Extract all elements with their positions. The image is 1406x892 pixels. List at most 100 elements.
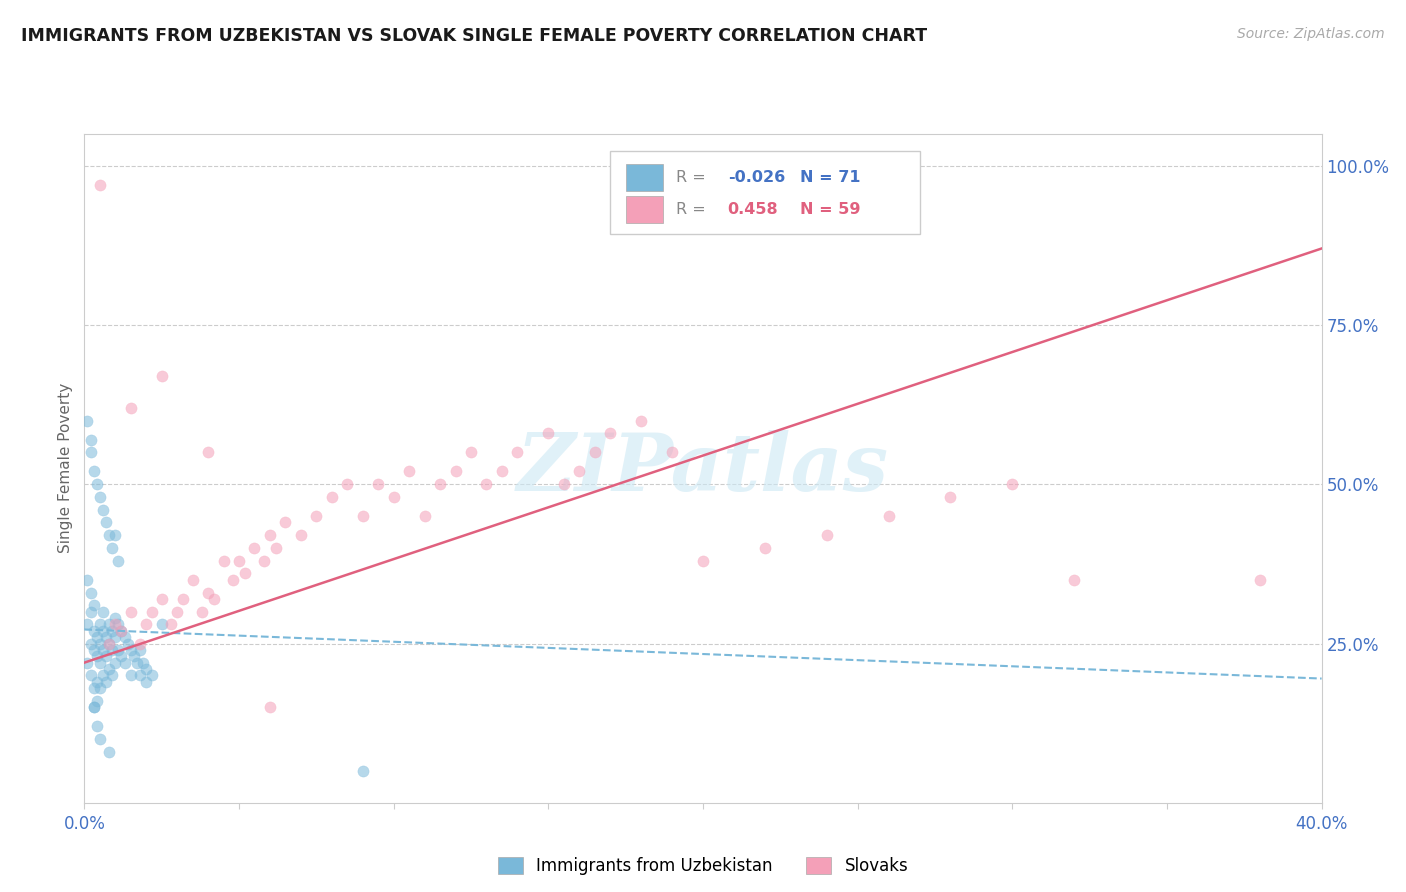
Point	[98, 745, 121, 759]
Point	[228, 554, 250, 568]
Point	[89, 636, 111, 650]
Point	[197, 445, 219, 459]
Point	[83, 465, 105, 479]
Point	[76, 413, 98, 427]
Point	[1063, 573, 1085, 587]
Point	[135, 662, 157, 676]
Text: N = 71: N = 71	[800, 169, 860, 185]
Point	[98, 528, 121, 542]
Point	[181, 573, 204, 587]
Point	[79, 585, 101, 599]
Point	[553, 477, 575, 491]
Point	[141, 605, 163, 619]
Point	[86, 630, 108, 644]
Point	[94, 649, 117, 664]
Point	[352, 509, 374, 524]
Point	[83, 599, 105, 613]
Point	[76, 617, 98, 632]
Text: IMMIGRANTS FROM UZBEKISTAN VS SLOVAK SINGLE FEMALE POVERTY CORRELATION CHART: IMMIGRANTS FROM UZBEKISTAN VS SLOVAK SIN…	[21, 27, 927, 45]
Point	[141, 668, 163, 682]
Point	[76, 573, 98, 587]
Point	[352, 764, 374, 778]
Point	[150, 617, 173, 632]
Point	[367, 477, 389, 491]
Point	[259, 528, 281, 542]
Point	[94, 516, 117, 530]
Point	[89, 617, 111, 632]
Point	[117, 636, 139, 650]
Point	[877, 509, 900, 524]
Point	[305, 509, 328, 524]
FancyBboxPatch shape	[626, 196, 664, 223]
Point	[83, 700, 105, 714]
Point	[264, 541, 287, 555]
Point	[132, 656, 155, 670]
Point	[91, 624, 114, 638]
Point	[114, 656, 136, 670]
Point	[101, 643, 124, 657]
Point	[101, 668, 124, 682]
Point	[94, 630, 117, 644]
Point	[120, 605, 142, 619]
Point	[83, 700, 105, 714]
Point	[259, 700, 281, 714]
Point	[76, 656, 98, 670]
Point	[150, 368, 173, 383]
Text: R =: R =	[676, 202, 710, 217]
Point	[475, 477, 498, 491]
Point	[83, 643, 105, 657]
Point	[104, 630, 127, 644]
Point	[754, 541, 776, 555]
Point	[79, 636, 101, 650]
Point	[122, 649, 145, 664]
Point	[89, 490, 111, 504]
Point	[583, 445, 606, 459]
Text: ZIPatlas: ZIPatlas	[517, 430, 889, 507]
Point	[79, 605, 101, 619]
Point	[172, 591, 194, 606]
Point	[98, 636, 121, 650]
Point	[336, 477, 359, 491]
Point	[104, 656, 127, 670]
Point	[120, 401, 142, 415]
Text: -0.026: -0.026	[728, 169, 785, 185]
Point	[79, 668, 101, 682]
Text: R =: R =	[676, 169, 710, 185]
Point	[444, 465, 467, 479]
Point	[89, 178, 111, 192]
Point	[202, 591, 225, 606]
Point	[166, 605, 188, 619]
Y-axis label: Single Female Poverty: Single Female Poverty	[58, 384, 73, 553]
Point	[101, 624, 124, 638]
Point	[120, 668, 142, 682]
Point	[107, 554, 129, 568]
Point	[150, 591, 173, 606]
Point	[110, 624, 132, 638]
Point	[321, 490, 343, 504]
Point	[692, 554, 714, 568]
Point	[429, 477, 451, 491]
Point	[661, 445, 683, 459]
Point	[599, 426, 621, 441]
Point	[537, 426, 560, 441]
Point	[89, 681, 111, 695]
Point	[114, 630, 136, 644]
Point	[233, 566, 256, 581]
Point	[222, 573, 245, 587]
Point	[135, 674, 157, 689]
Point	[91, 605, 114, 619]
Point	[86, 694, 108, 708]
Point	[104, 617, 127, 632]
Point	[129, 636, 152, 650]
Point	[135, 617, 157, 632]
Point	[506, 445, 529, 459]
Point	[253, 554, 276, 568]
Point	[89, 732, 111, 747]
Point	[91, 668, 114, 682]
Point	[160, 617, 183, 632]
Point	[104, 611, 127, 625]
Point	[86, 719, 108, 733]
Point	[86, 649, 108, 664]
Point	[274, 516, 297, 530]
Point	[630, 413, 652, 427]
